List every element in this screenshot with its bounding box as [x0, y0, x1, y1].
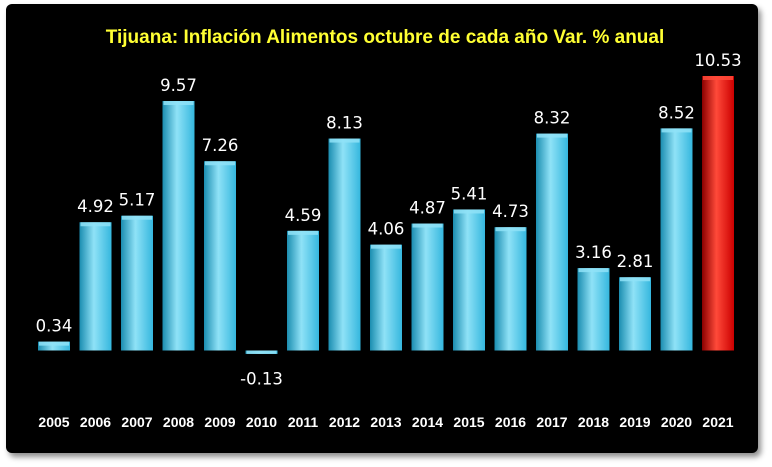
bar-2017 [536, 133, 568, 351]
bar-top-bevel [39, 341, 69, 346]
bar-2015 [453, 209, 485, 351]
bar-2014 [411, 223, 444, 351]
x-tick-labels-group: 2005 2006 2007 2008 2009 2010 2011 2012 2013 2014… [38, 414, 733, 430]
value-label-2019: 2.81 [617, 252, 654, 271]
bar-body [660, 128, 693, 351]
x-tick-2012: 2012 [329, 414, 360, 430]
bar-2007 [121, 215, 153, 351]
bar-2010 [245, 350, 278, 354]
bar-body [453, 209, 485, 351]
value-label-2018: 3.16 [575, 243, 612, 262]
bar-body [494, 227, 527, 351]
bar-top-bevel [329, 138, 360, 143]
value-label-2013: 4.06 [368, 220, 405, 239]
value-label-2014: 4.87 [409, 199, 446, 218]
bar-2012 [328, 138, 361, 351]
bar-2019 [619, 277, 651, 351]
value-label-2017: 8.32 [534, 109, 571, 128]
bar-body [370, 244, 402, 351]
bar-body [121, 215, 153, 351]
x-tick-2017: 2017 [536, 414, 567, 430]
bar-body [79, 222, 112, 351]
x-tick-2006: 2006 [80, 414, 111, 430]
value-label-2015: 5.41 [451, 184, 488, 203]
value-label-2012: 8.13 [326, 114, 363, 133]
value-label-2006: 4.92 [77, 197, 114, 216]
bar-top-bevel [495, 227, 526, 232]
x-tick-2016: 2016 [495, 414, 526, 430]
x-tick-2020: 2020 [661, 414, 692, 430]
bar-top-bevel [80, 222, 111, 227]
value-label-2009: 7.26 [202, 136, 239, 155]
bar-2006 [79, 222, 112, 351]
x-tick-2018: 2018 [578, 414, 609, 430]
bar-body [287, 230, 319, 351]
bar-2008 [162, 101, 195, 351]
bar-2013 [370, 244, 402, 351]
value-label-2011: 4.59 [285, 206, 322, 225]
x-tick-2008: 2008 [163, 414, 194, 430]
bar-2021 [702, 76, 734, 351]
x-tick-2007: 2007 [121, 414, 152, 430]
bar-2009 [204, 161, 236, 351]
value-label-2021: 10.53 [694, 51, 741, 70]
x-tick-2014: 2014 [412, 414, 443, 430]
bar-top-bevel [703, 76, 733, 80]
x-tick-2011: 2011 [288, 414, 319, 430]
value-label-2005: 0.34 [36, 317, 73, 336]
value-label-2020: 8.52 [658, 103, 695, 122]
bar-2018 [577, 268, 610, 351]
bar-body [162, 101, 195, 351]
bars-group [38, 76, 734, 354]
bar-body [38, 341, 70, 351]
bar-2020 [660, 128, 693, 351]
bar-top-bevel [163, 101, 194, 106]
bar-top-bevel [578, 268, 609, 273]
bar-top-bevel [620, 277, 650, 282]
chart-title: Tijuana: Inflación Alimentos octubre de … [106, 27, 665, 48]
bar-body [411, 223, 444, 351]
bar-body [577, 268, 610, 351]
bar-2005 [38, 341, 70, 351]
bar-top-bevel [454, 209, 484, 214]
value-labels-group: 0.34 4.92 5.17 9.57 7.26 -0.13 4.59 8.13 4.064.8… [36, 51, 742, 389]
bar-body [328, 138, 361, 351]
x-tick-2009: 2009 [204, 414, 235, 430]
x-tick-2013: 2013 [370, 414, 401, 430]
bar-2011 [287, 230, 319, 351]
bar-body [702, 76, 734, 351]
bar-top-bevel [288, 230, 318, 235]
x-tick-2015: 2015 [453, 414, 484, 430]
value-label-2008: 9.57 [160, 76, 197, 95]
bar-top-bevel [205, 161, 235, 166]
bar-top-bevel [537, 133, 567, 138]
bar-body [204, 161, 236, 351]
x-tick-2005: 2005 [38, 414, 69, 430]
value-label-2007: 5.17 [119, 191, 156, 210]
x-tick-2010: 2010 [246, 414, 277, 430]
value-label-2010: -0.13 [240, 370, 283, 389]
bar-top-bevel [122, 215, 152, 220]
bar-top-bevel [246, 350, 277, 354]
bar-body [619, 277, 651, 351]
x-tick-2021: 2021 [702, 414, 733, 430]
bar-2016 [494, 227, 527, 351]
bar-top-bevel [412, 223, 443, 228]
value-label-2016: 4.73 [492, 202, 529, 221]
x-tick-2019: 2019 [619, 414, 650, 430]
bar-body [536, 133, 568, 351]
bar-top-bevel [661, 128, 692, 133]
bar-top-bevel [371, 244, 401, 249]
